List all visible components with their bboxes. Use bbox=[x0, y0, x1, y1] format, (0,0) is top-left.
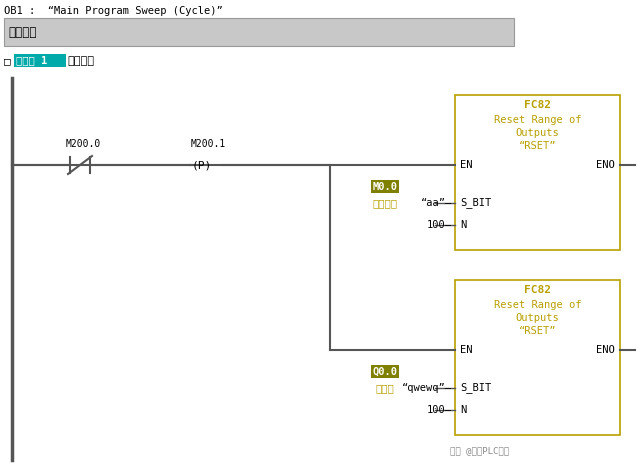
Text: EN: EN bbox=[460, 345, 472, 355]
Text: 头条 @技成PLC课堂: 头条 @技成PLC课堂 bbox=[451, 446, 509, 455]
Text: ENO: ENO bbox=[596, 345, 615, 355]
Text: OB1 :  “Main Program Sweep (Cycle)”: OB1 : “Main Program Sweep (Cycle)” bbox=[4, 6, 223, 16]
Text: FC82: FC82 bbox=[524, 100, 551, 110]
Text: Q0.0: Q0.0 bbox=[372, 367, 397, 377]
Text: FC82: FC82 bbox=[524, 285, 551, 295]
Text: 复位程序: 复位程序 bbox=[8, 27, 36, 40]
Text: Outputs: Outputs bbox=[516, 313, 559, 323]
Text: Reset Range of: Reset Range of bbox=[493, 115, 581, 125]
Text: EN: EN bbox=[460, 160, 472, 170]
Text: N: N bbox=[460, 405, 467, 415]
Text: “RSET”: “RSET” bbox=[519, 326, 556, 336]
Bar bbox=[455, 95, 620, 250]
Bar bbox=[371, 365, 399, 378]
Text: ：标题：: ：标题： bbox=[67, 56, 94, 66]
Text: 闪烁指令: 闪烁指令 bbox=[372, 198, 397, 208]
Text: Reset Range of: Reset Range of bbox=[493, 300, 581, 310]
Text: Outputs: Outputs bbox=[516, 128, 559, 138]
Text: M200.0: M200.0 bbox=[66, 139, 101, 149]
Text: □: □ bbox=[4, 56, 11, 66]
Text: “aa”—: “aa”— bbox=[420, 198, 452, 208]
Text: “qwewq”—: “qwewq”— bbox=[402, 383, 452, 393]
Text: 程序段 1: 程序段 1 bbox=[16, 55, 47, 66]
Text: 100—: 100— bbox=[427, 220, 452, 230]
Text: “RSET”: “RSET” bbox=[519, 141, 556, 151]
Text: S_BIT: S_BIT bbox=[460, 383, 492, 393]
Text: M200.1: M200.1 bbox=[191, 139, 227, 149]
Text: 100—: 100— bbox=[427, 405, 452, 415]
Bar bbox=[371, 180, 399, 193]
Text: M0.0: M0.0 bbox=[372, 182, 397, 192]
Text: S_BIT: S_BIT bbox=[460, 198, 492, 208]
Bar bbox=[455, 280, 620, 435]
Text: ENO: ENO bbox=[596, 160, 615, 170]
Bar bbox=[4, 18, 514, 46]
Text: N: N bbox=[460, 220, 467, 230]
Text: 指示灯: 指示灯 bbox=[376, 383, 394, 393]
Bar bbox=[14, 54, 66, 67]
Text: (P): (P) bbox=[192, 161, 212, 171]
